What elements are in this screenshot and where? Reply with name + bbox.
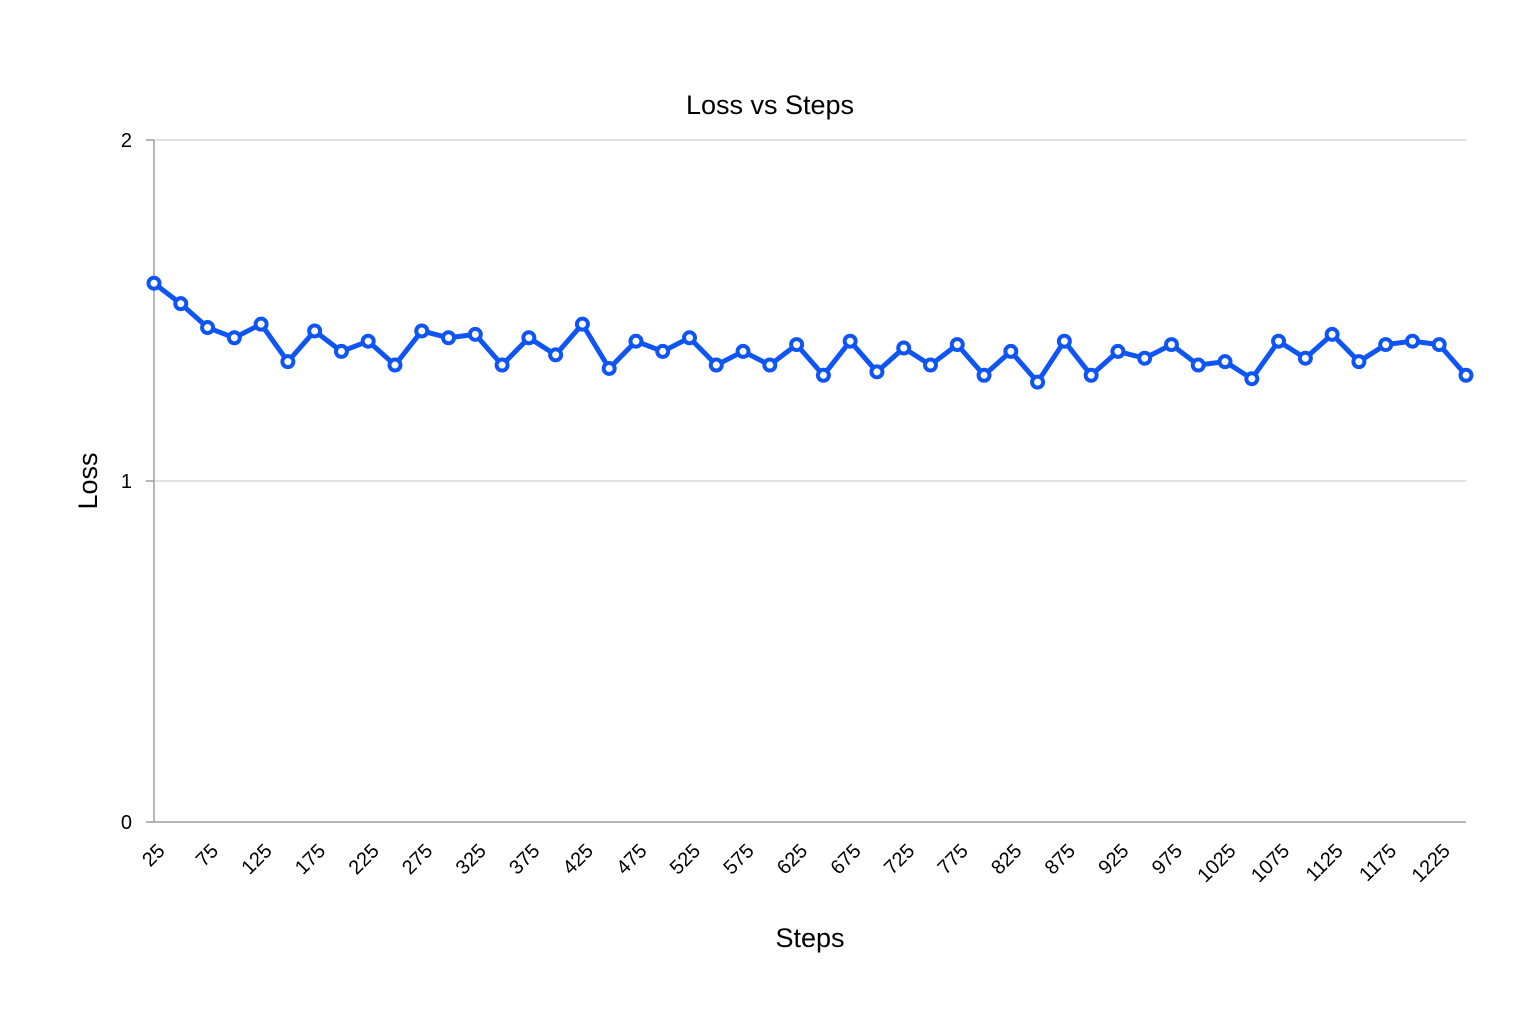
- data-point: [922, 357, 938, 373]
- data-point: [1244, 371, 1260, 387]
- data-point: [1190, 357, 1206, 373]
- data-point: [1271, 333, 1287, 349]
- gridlines: [146, 139, 1466, 823]
- data-point: [414, 323, 430, 339]
- data-point: [1083, 367, 1099, 383]
- y-tick-label: 1: [121, 471, 132, 493]
- x-axis-title: Steps: [775, 923, 844, 953]
- data-point: [548, 347, 564, 363]
- data-point: [949, 337, 965, 353]
- data-point: [655, 343, 671, 359]
- data-point: [467, 326, 483, 342]
- data-point: [1297, 350, 1313, 366]
- data-point: [146, 275, 162, 291]
- data-point: [360, 333, 376, 349]
- data-point: [789, 337, 805, 353]
- y-tick-labels: 0 1 2: [121, 130, 132, 834]
- data-point: [1217, 354, 1233, 370]
- data-point: [574, 316, 590, 332]
- data-point: [842, 333, 858, 349]
- data-point: [173, 296, 189, 312]
- data-point: [976, 367, 992, 383]
- data-point: [494, 357, 510, 373]
- data-point: [1110, 343, 1126, 359]
- data-point: [200, 320, 216, 336]
- data-point: [1003, 343, 1019, 359]
- data-point: [333, 343, 349, 359]
- y-tick-label: 2: [121, 130, 132, 152]
- data-point: [521, 330, 537, 346]
- data-point: [601, 360, 617, 376]
- data-point: [226, 330, 242, 346]
- data-point: [280, 354, 296, 370]
- data-point: [441, 330, 457, 346]
- data-point: [1324, 326, 1340, 342]
- data-point: [815, 367, 831, 383]
- data-point: [735, 343, 751, 359]
- data-point: [869, 364, 885, 380]
- data-point: [1030, 374, 1046, 390]
- data-point: [896, 340, 912, 356]
- data-point: [387, 357, 403, 373]
- data-point: [307, 323, 323, 339]
- data-point: [708, 357, 724, 373]
- data-point: [682, 330, 698, 346]
- y-tick-label: 0: [121, 812, 132, 834]
- data-point: [253, 316, 269, 332]
- data-point: [1163, 337, 1179, 353]
- series-layer: [146, 275, 1474, 390]
- chart-title: Loss vs Steps: [686, 90, 854, 120]
- data-point: [762, 357, 778, 373]
- data-point: [1431, 337, 1447, 353]
- data-point: [1458, 367, 1474, 383]
- data-point: [1404, 333, 1420, 349]
- data-point: [1378, 337, 1394, 353]
- data-point: [1137, 350, 1153, 366]
- data-point: [1351, 354, 1367, 370]
- data-point: [628, 333, 644, 349]
- data-point: [1056, 333, 1072, 349]
- y-axis-title: Loss: [73, 452, 103, 509]
